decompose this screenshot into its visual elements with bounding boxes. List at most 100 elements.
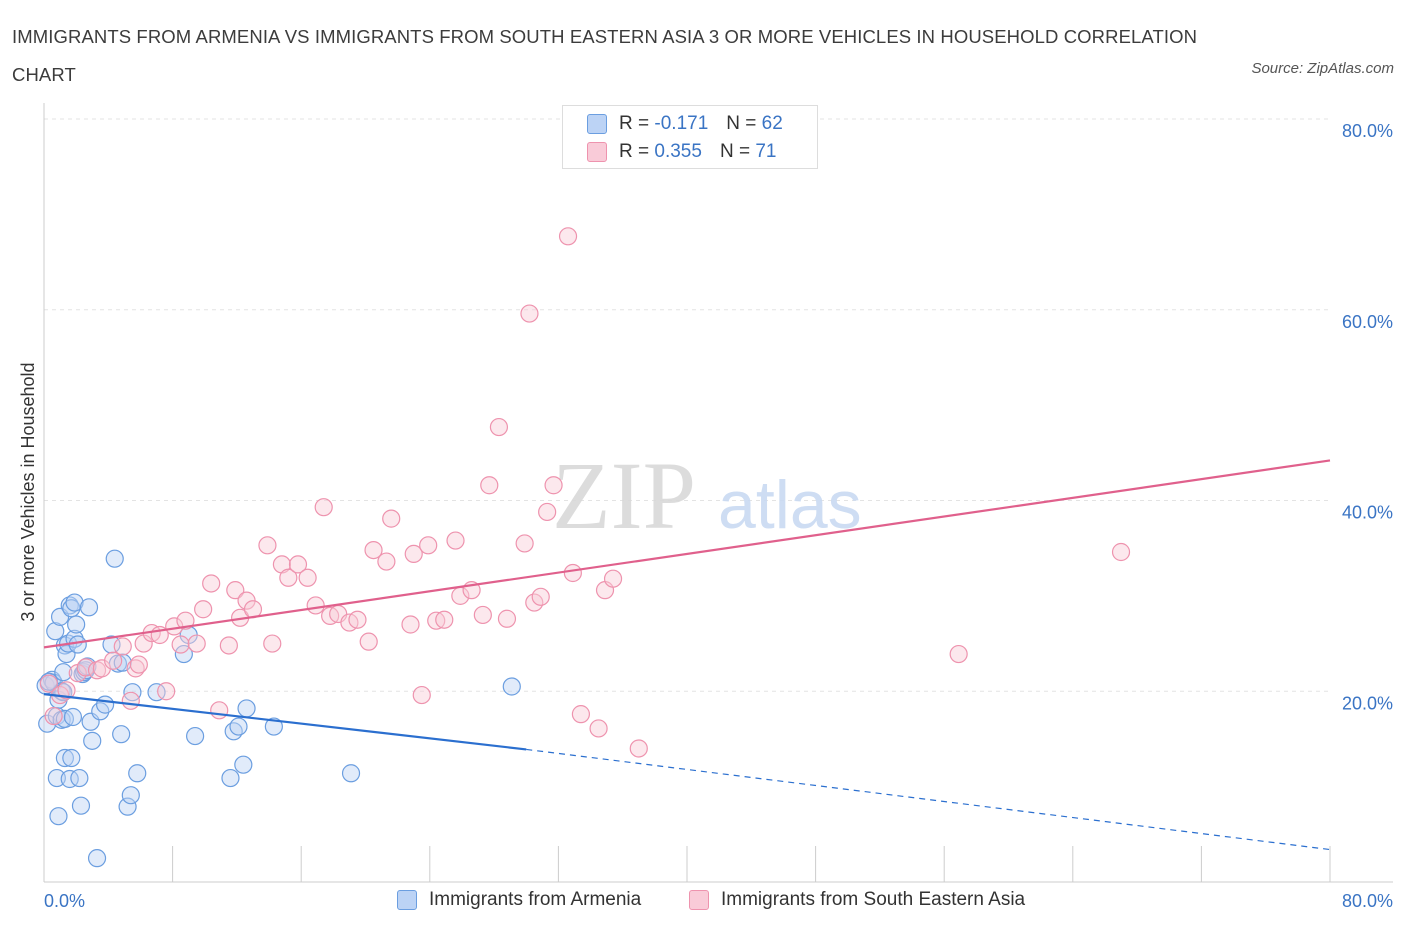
- chart-title: IMMIGRANTS FROM ARMENIA VS IMMIGRANTS FR…: [12, 26, 1198, 85]
- legend-item-sea[interactable]: Immigrants from South Eastern Asia: [689, 889, 1025, 911]
- point-armenia: [221, 768, 240, 788]
- point-sea: [401, 615, 420, 634]
- point-armenia: [70, 768, 89, 788]
- trend-lines: [43, 459, 1331, 851]
- point-sea: [435, 610, 454, 629]
- point-armenia: [341, 764, 361, 783]
- point-sea: [306, 596, 325, 615]
- point-armenia: [83, 731, 102, 750]
- legend-row-sea: R = 0.355 N = 71: [587, 139, 776, 165]
- trend-line-sea: [43, 459, 1331, 649]
- point-sea: [226, 581, 245, 600]
- point-sea: [187, 634, 206, 653]
- point-sea: [113, 637, 132, 656]
- point-sea: [377, 552, 396, 571]
- legend-r-value: -0.171: [654, 113, 709, 134]
- source-note: Source: ZipAtlas.com: [1251, 60, 1394, 77]
- point-armenia: [121, 786, 140, 805]
- point-armenia: [49, 807, 68, 826]
- y-tick-label: 20.0%: [1342, 693, 1393, 713]
- point-armenia: [112, 725, 131, 744]
- correlation-legend: R = -0.171 N = 62 R = 0.355 N = 71: [562, 105, 818, 169]
- point-sea: [202, 574, 221, 593]
- point-sea: [57, 681, 76, 700]
- point-sea: [298, 568, 317, 587]
- axes: [43, 103, 1393, 883]
- legend-item-armenia[interactable]: Immigrants from Armenia: [397, 889, 641, 911]
- watermark-atlas: atlas: [718, 467, 862, 543]
- point-sea: [1111, 542, 1131, 562]
- y-tick-label: 40.0%: [1342, 503, 1393, 523]
- gridlines: [44, 118, 1330, 692]
- point-armenia: [87, 849, 107, 868]
- tick-labels: 20.0% 40.0% 60.0% 80.0% 0.0% 80.0%: [44, 121, 1393, 911]
- point-sea: [129, 655, 148, 674]
- trend-line-armenia-extension: [526, 748, 1331, 851]
- point-armenia: [128, 764, 147, 783]
- point-sea: [359, 632, 378, 651]
- point-armenia: [264, 717, 283, 736]
- point-armenia: [147, 683, 166, 702]
- trend-line-armenia: [43, 693, 527, 751]
- point-sea: [348, 610, 367, 629]
- point-armenia: [46, 622, 65, 641]
- point-sea: [39, 674, 58, 693]
- point-sea: [419, 536, 438, 555]
- legend-label-armenia: Immigrants from Armenia: [429, 889, 642, 910]
- watermark: ZIP atlas: [552, 442, 862, 549]
- x-tick-label: 0.0%: [44, 891, 85, 911]
- point-sea: [279, 568, 298, 587]
- legend-swatch-pink: [689, 890, 709, 910]
- point-armenia: [68, 635, 87, 654]
- point-sea: [171, 635, 190, 654]
- point-sea: [589, 719, 608, 738]
- point-armenia: [60, 769, 79, 789]
- point-sea: [263, 634, 282, 653]
- legend-n-value: 71: [755, 141, 777, 162]
- legend-swatch-pink: [587, 142, 607, 162]
- x-tick-label: 80.0%: [1342, 891, 1393, 911]
- point-sea: [949, 644, 968, 664]
- point-sea: [258, 536, 277, 555]
- point-sea: [288, 555, 308, 574]
- point-armenia: [62, 748, 81, 768]
- legend-swatch-blue: [397, 890, 417, 910]
- point-armenia: [78, 657, 97, 676]
- y-tick-label: 80.0%: [1342, 121, 1393, 141]
- legend-n-label: N =: [726, 113, 757, 134]
- point-sea: [412, 685, 431, 705]
- point-sea: [480, 476, 499, 495]
- point-armenia: [174, 644, 193, 664]
- point-sea: [571, 705, 591, 724]
- point-armenia: [186, 726, 205, 746]
- point-sea: [176, 611, 195, 630]
- point-armenia: [229, 717, 248, 736]
- point-sea: [538, 502, 557, 522]
- point-armenia: [234, 755, 253, 774]
- point-sea: [544, 476, 563, 495]
- point-armenia: [65, 593, 84, 612]
- point-sea: [603, 569, 623, 588]
- point-sea: [194, 600, 213, 619]
- watermark-zip: ZIP: [552, 442, 696, 549]
- point-sea: [157, 682, 176, 701]
- point-sea: [210, 701, 229, 720]
- legend-label-sea: Immigrants from South Eastern Asia: [721, 889, 1026, 910]
- point-sea: [563, 563, 582, 583]
- point-sea: [121, 691, 140, 710]
- series-legend: Immigrants from Armenia Immigrants from …: [0, 889, 1406, 915]
- point-armenia: [118, 797, 137, 816]
- legend-n-label: N =: [719, 141, 751, 162]
- point-armenia: [60, 596, 79, 615]
- point-sea: [558, 227, 578, 246]
- legend-n-value: 62: [761, 113, 783, 134]
- legend-r-label: R =: [619, 113, 650, 134]
- point-armenia: [502, 677, 521, 696]
- point-armenia: [79, 598, 99, 617]
- point-armenia: [38, 714, 57, 733]
- point-sea: [404, 544, 423, 564]
- y-axis-label: 3 or more Vehicles in Household: [18, 362, 38, 621]
- point-sea: [629, 739, 648, 758]
- point-sea: [44, 706, 63, 726]
